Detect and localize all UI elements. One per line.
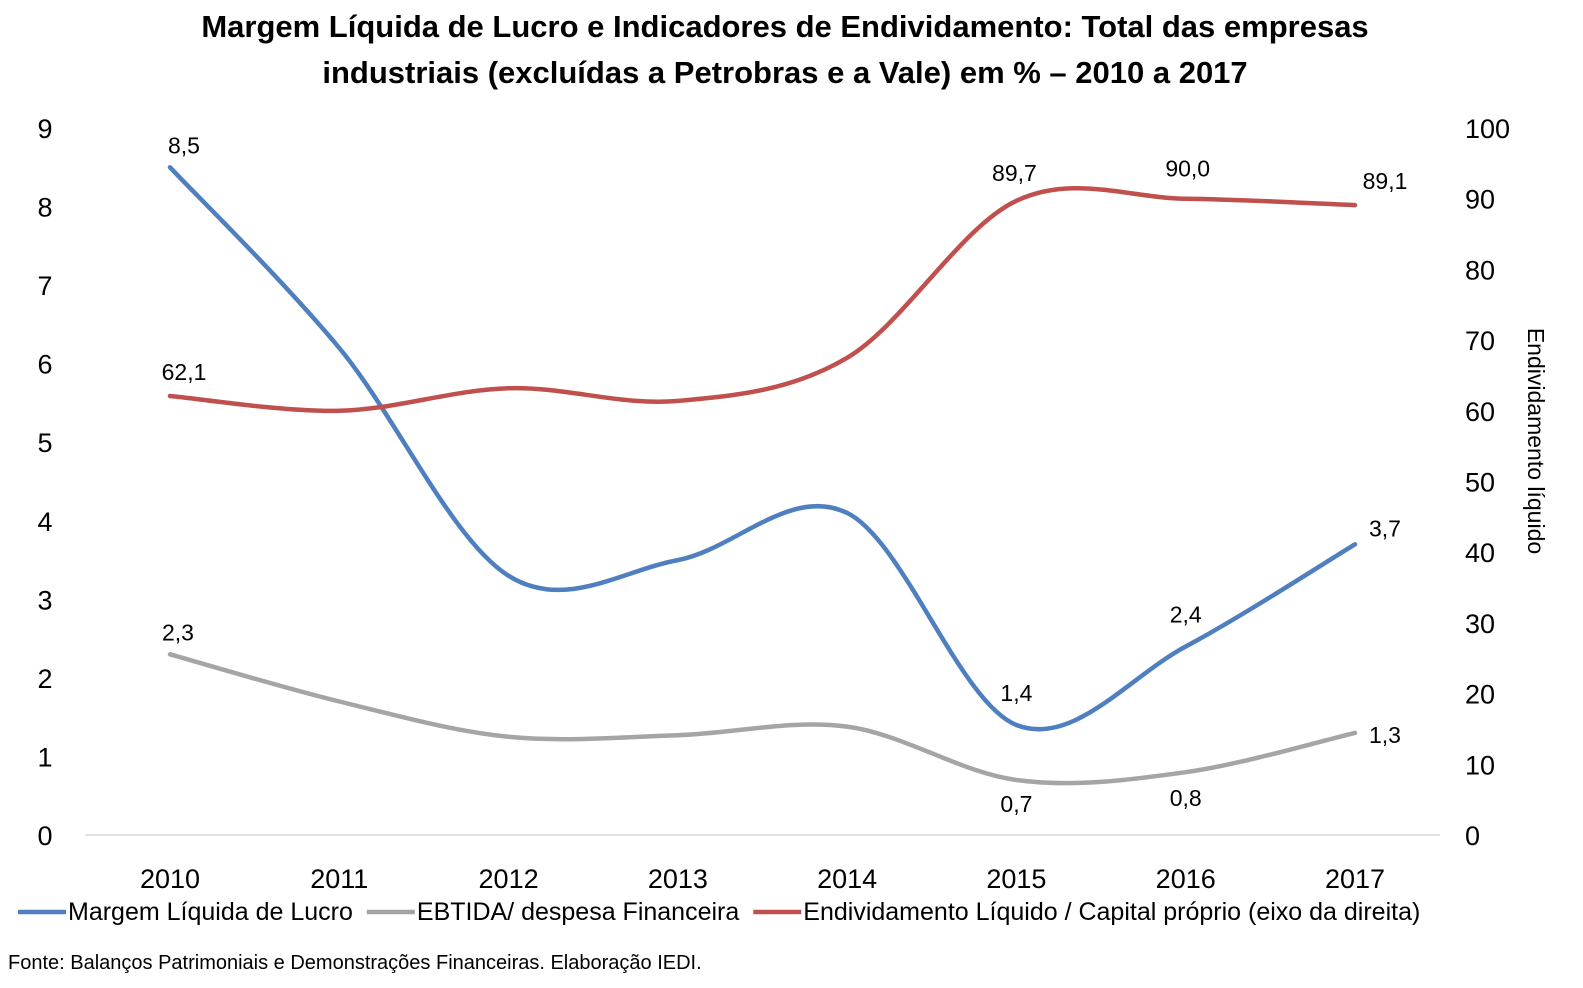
left-tick-label: 7 <box>37 271 52 301</box>
left-tick-label: 0 <box>37 821 52 851</box>
right-tick-label: 0 <box>1465 821 1480 851</box>
series-line-2 <box>167 652 1358 786</box>
right-tick-label: 100 <box>1465 114 1510 144</box>
data-label: 1,3 <box>1369 722 1401 748</box>
right-tick-label: 10 <box>1465 750 1495 780</box>
data-label: 62,1 <box>162 359 207 385</box>
x-tick-label: 2012 <box>479 864 539 894</box>
right-axis: 0 10 20 30 40 50 60 70 80 90 100 <box>1465 114 1510 851</box>
legend-label-1: Margem Líquida de Lucro <box>68 898 353 926</box>
left-tick-label: 4 <box>37 507 52 537</box>
right-tick-label: 90 <box>1465 185 1495 215</box>
series-line-3 <box>167 186 1358 414</box>
x-tick-label: 2010 <box>140 864 200 894</box>
data-label: 0,8 <box>1170 785 1202 811</box>
right-tick-label: 70 <box>1465 326 1495 356</box>
left-tick-label: 3 <box>37 585 52 615</box>
left-tick-label: 6 <box>37 350 52 380</box>
data-label: 0,7 <box>1000 791 1032 817</box>
right-tick-label: 50 <box>1465 468 1495 498</box>
x-tick-label: 2013 <box>648 864 708 894</box>
data-label: 8,5 <box>168 132 200 158</box>
data-labels: 8,5 1,4 2,4 3,7 2,3 0,7 0,8 1,3 62,1 89,7 90,0 89,1 <box>162 132 1408 817</box>
data-label: 90,0 <box>1165 156 1210 182</box>
x-tick-label: 2015 <box>986 864 1046 894</box>
data-label: 89,1 <box>1363 168 1408 194</box>
right-tick-label: 80 <box>1465 255 1495 285</box>
x-tick-label: 2014 <box>817 864 877 894</box>
series-layer <box>167 165 1358 786</box>
left-tick-label: 5 <box>37 428 52 458</box>
right-tick-label: 40 <box>1465 538 1495 568</box>
x-tick-label: 2017 <box>1325 864 1385 894</box>
data-label: 2,3 <box>162 619 194 645</box>
right-tick-label: 60 <box>1465 397 1495 427</box>
left-axis: 0 1 2 3 4 5 6 7 8 9 <box>37 114 52 851</box>
right-axis-title: Endividamento líquido <box>1523 328 1549 554</box>
right-tick-label: 20 <box>1465 680 1495 710</box>
data-label: 1,4 <box>1000 680 1032 706</box>
series-line-1 <box>167 165 1358 732</box>
x-tick-label: 2016 <box>1156 864 1216 894</box>
right-tick-label: 30 <box>1465 609 1495 639</box>
left-tick-label: 9 <box>37 114 52 144</box>
legend-label-3: Endividamento Líquido / Capital próprio … <box>803 898 1420 926</box>
chart-title-line-2: industriais (excluídas a Petrobras e a V… <box>322 55 1247 90</box>
x-tick-label: 2011 <box>310 864 368 894</box>
left-tick-label: 2 <box>37 664 52 694</box>
left-tick-label: 1 <box>37 742 52 772</box>
chart-title-line-1: Margem Líquida de Lucro e Indicadores de… <box>201 9 1368 44</box>
legend: Margem Líquida de Lucro EBTIDA/ despesa F… <box>18 898 1420 926</box>
left-tick-label: 8 <box>37 193 52 223</box>
source-note: Fonte: Balanços Patrimoniais e Demonstra… <box>8 952 702 974</box>
data-label: 2,4 <box>1170 601 1202 627</box>
legend-label-2: EBTIDA/ despesa Financeira <box>417 898 739 926</box>
x-axis: 2010 2011 2012 2013 2014 2015 2016 2017 <box>140 864 1385 894</box>
data-label: 89,7 <box>992 160 1037 186</box>
data-label: 3,7 <box>1369 515 1401 541</box>
